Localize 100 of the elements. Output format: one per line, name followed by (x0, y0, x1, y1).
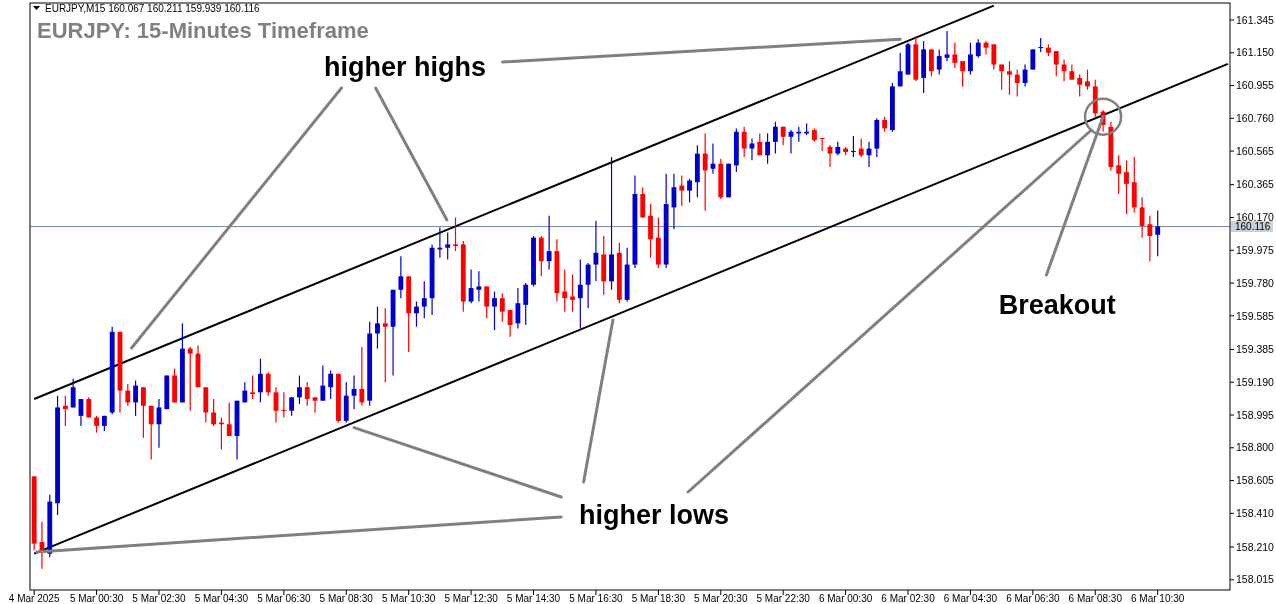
candlestick (648, 203, 653, 259)
candlestick (523, 282, 529, 326)
y-tick-label: 161.345 (1236, 13, 1275, 26)
x-tick-label: 5 Mar 16:30 (569, 593, 624, 604)
candlestick (187, 346, 193, 412)
candlestick (936, 48, 942, 76)
candlestick (960, 60, 966, 87)
candlestick (414, 300, 419, 328)
y-tick-label: 161.150 (1236, 46, 1275, 59)
candlestick (445, 232, 451, 261)
candlestick (265, 371, 271, 397)
x-tick-label: 5 Mar 06:30 (257, 593, 311, 604)
candlestick (133, 379, 139, 417)
x-tick-label: 5 Mar 08:30 (319, 593, 374, 604)
candlestick (507, 309, 513, 338)
candlestick (1147, 215, 1153, 262)
annotation: higher highs (323, 52, 486, 83)
x-tick-label: 5 Mar 22:30 (756, 593, 811, 604)
x-tick-label: 6 Mar 08:30 (1068, 593, 1123, 604)
candlestick (289, 396, 295, 417)
candlestick (320, 364, 326, 402)
x-tick-label: 6 Mar 02:30 (881, 593, 936, 604)
candlestick (968, 42, 973, 76)
candlestick (546, 215, 552, 271)
y-tick-label: 158.015 (1236, 573, 1275, 586)
x-tick-label: 5 Mar 02:30 (132, 593, 187, 604)
x-tick-label: 5 Mar 12:30 (444, 593, 499, 604)
ref-line-label: 160.116 (1235, 221, 1271, 233)
y-tick-label: 158.800 (1236, 441, 1275, 454)
candlestick (952, 42, 958, 69)
candlestick (1014, 68, 1020, 98)
x-tick-label: 5 Mar 00:30 (69, 593, 124, 604)
candlestick (772, 121, 778, 155)
candlestick (515, 287, 521, 330)
candlestick (62, 395, 68, 427)
candlestick (398, 255, 404, 299)
candlestick (1030, 48, 1036, 71)
candlestick (281, 391, 287, 419)
x-tick-label: 6 Mar 04:30 (943, 593, 998, 604)
candlestick (562, 269, 568, 313)
candlestick (312, 396, 318, 414)
x-tick-label: 5 Mar 14:30 (506, 593, 561, 604)
candlestick (421, 280, 427, 319)
candlestick (140, 386, 146, 439)
candlestick (858, 137, 864, 158)
candlestick (297, 374, 302, 405)
candlestick (975, 38, 981, 59)
candlestick (484, 285, 490, 319)
candlestick (765, 132, 770, 165)
candlestick (640, 186, 646, 219)
candlestick (1077, 74, 1083, 98)
candlestick (991, 43, 997, 71)
candlestick (1155, 210, 1161, 257)
candlestick (468, 269, 474, 304)
x-tick-label: 6 Mar 10:30 (1131, 593, 1185, 604)
candlestick (86, 396, 92, 419)
text: EURJPY: 15-Minutes Timeframe (37, 18, 369, 43)
y-tick-label: 159.780 (1236, 276, 1275, 289)
candlestick (741, 126, 747, 158)
x-tick-label: 6 Mar 00:30 (818, 593, 873, 604)
candlestick (570, 274, 575, 313)
y-tick-label: 159.585 (1236, 309, 1275, 322)
candlestick (929, 48, 934, 77)
candlestick (1085, 68, 1090, 91)
candlestick (499, 292, 505, 323)
y-tick-label: 159.975 (1236, 243, 1275, 256)
y-tick-label: 159.190 (1236, 375, 1275, 388)
x-tick-label: 5 Mar 18:30 (631, 593, 686, 604)
candlestick (1007, 60, 1012, 96)
x-tick-label: 6 Mar 06:30 (1006, 593, 1060, 604)
candlestick (453, 216, 458, 252)
chart-subtitle: EURJPY,M15 160.067 160.211 159.939 160.116 (45, 3, 261, 14)
candlestick (70, 378, 76, 409)
candlestick (476, 270, 482, 303)
candlestick (148, 405, 154, 461)
candlestick (359, 346, 365, 407)
candlestick (999, 63, 1005, 91)
candlestick (328, 369, 334, 400)
annotation: higher lows (578, 500, 729, 531)
candlestick (585, 262, 591, 309)
candlestick (538, 235, 544, 277)
x-tick-label: 4 Mar 2025 (8, 593, 60, 604)
y-tick-label: 160.170 (1236, 211, 1275, 224)
y-tick-label: 158.605 (1236, 474, 1275, 487)
y-tick-label: 160.955 (1236, 79, 1275, 92)
y-tick-label: 159.385 (1236, 343, 1275, 356)
candlestick (382, 307, 388, 383)
candlestick (897, 52, 903, 87)
y-tick-label: 158.210 (1236, 540, 1275, 553)
candlestick (944, 30, 950, 62)
y-tick-label: 158.995 (1236, 408, 1275, 421)
x-tick-label: 5 Mar 20:30 (694, 593, 748, 604)
x-tick-label: 5 Mar 04:30 (194, 593, 249, 604)
y-tick-label: 158.410 (1236, 507, 1275, 520)
candlestick (211, 398, 217, 427)
x-tick-label: 5 Mar 10:30 (381, 593, 436, 604)
y-tick-label: 160.565 (1236, 144, 1275, 157)
candlestick (1053, 50, 1059, 77)
y-tick-label: 160.760 (1236, 111, 1275, 124)
candlestick (304, 381, 310, 407)
